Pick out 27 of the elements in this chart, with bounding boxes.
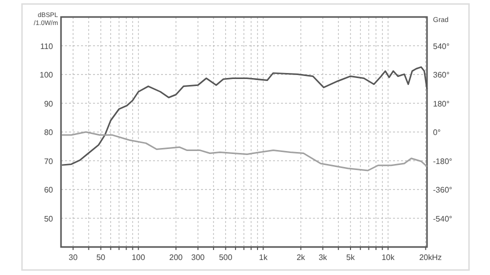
x-tick-label: 500 [218, 253, 233, 262]
x-tick-label: 10k [382, 253, 396, 262]
x-tick-label: 5k [346, 253, 356, 262]
y2-tick-label: 360° [433, 70, 450, 80]
y-tick-label: 70 [44, 156, 54, 166]
x-tick-label: 300 [191, 253, 206, 262]
x-tick-label: 50 [96, 253, 106, 262]
x-tick-label: 1k [259, 253, 268, 262]
y-tick-label: 50 [44, 214, 54, 224]
x-tick-label: 200 [169, 253, 184, 262]
x-tick-label: 2k [296, 253, 306, 262]
y-tick-label: 80 [44, 128, 54, 137]
y2-tick-label: -180° [433, 156, 452, 166]
x-tick-label: 20k [419, 253, 434, 262]
y2-tick-label: 540° [433, 42, 450, 51]
y-tick-label: 100 [40, 70, 54, 80]
y2-tick-label: -360° [433, 186, 452, 194]
x-axis-title: Hz [432, 253, 442, 262]
x-tick-label: 100 [132, 253, 146, 262]
x-tick-label: 30 [68, 253, 78, 262]
y2-tick-label: 180° [433, 99, 450, 108]
y2-tick-label: -540° [433, 214, 452, 224]
x-tick-label: 3k [318, 253, 328, 262]
y2-tick-label: 0° [433, 128, 441, 137]
y-tick-label: 90 [44, 99, 54, 108]
y-tick-label: 60 [44, 186, 54, 194]
y-tick-label: 110 [40, 42, 54, 51]
